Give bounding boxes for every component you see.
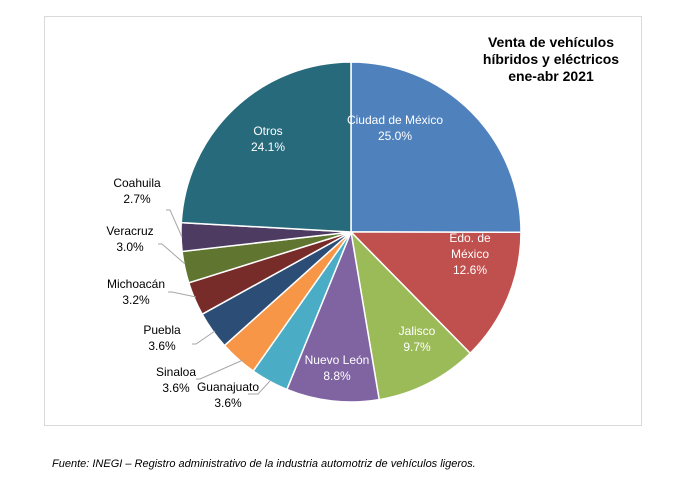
slice-name-label-coahuila: Coahuila [113, 176, 161, 190]
slice-value-label-nuevo-leon: 8.8% [323, 369, 351, 383]
slice-value-label-coahuila: 2.7% [123, 192, 151, 206]
chart-title-line-3: ene-abr 2021 [508, 68, 594, 84]
slice-name-label-veracruz: Veracruz [106, 224, 153, 238]
chart-title: Venta de vehículos híbridos y eléctricos… [470, 34, 632, 85]
slice-value-label-puebla: 3.6% [148, 339, 176, 353]
pie-slice-otros [180, 61, 352, 233]
leader-line-michoacan [168, 291, 197, 298]
slice-name-label-ciudad-de-mexico: Ciudad de México [347, 113, 443, 127]
slice-name-label-michoacan: Michoacán [107, 277, 165, 291]
slice-name-label-sinaloa: Sinaloa [156, 365, 196, 379]
leader-line-guanajuato [248, 380, 271, 395]
slice-value-label-sinaloa: 3.6% [162, 381, 190, 395]
slice-name-label-edo-de-mexico: México [451, 247, 489, 261]
slice-value-label-jalisco: 9.7% [403, 340, 431, 354]
chart-title-line-1: Venta de vehículos [487, 34, 615, 50]
slice-value-label-guanajuato: 3.6% [214, 396, 242, 410]
leader-line-sinaloa [196, 359, 244, 380]
slice-name-label-edo-de-mexico: Edo. de [449, 231, 491, 245]
slice-value-label-michoacan: 3.2% [122, 293, 150, 307]
slice-name-label-jalisco: Jalisco [399, 324, 436, 338]
leader-line-veracruz [158, 243, 186, 265]
pie-slice-edo-de-mexico [349, 231, 522, 355]
slice-value-label-otros: 24.1% [251, 140, 285, 154]
leader-line-puebla [192, 330, 216, 345]
pie-slice-ciudad-de-mexico [350, 61, 522, 234]
pie-slice-jalisco [349, 229, 472, 401]
leader-line-coahuila [166, 209, 183, 238]
slice-value-label-ciudad-de-mexico: 25.0% [378, 129, 412, 143]
slice-name-label-puebla: Puebla [143, 323, 181, 337]
slice-name-label-nuevo-leon: Nuevo León [305, 353, 370, 367]
pie-slice-nuevo-leon [285, 229, 381, 403]
source-note: Fuente: INEGI – Registro administrativo … [52, 458, 476, 470]
slice-value-label-edo-de-mexico: 12.6% [453, 263, 487, 277]
chart-title-line-2: híbridos y eléctricos [482, 51, 620, 67]
slice-value-label-veracruz: 3.0% [116, 240, 144, 254]
slice-name-label-otros: Otros [253, 124, 282, 138]
slice-name-label-guanajuato: Guanajuato [197, 380, 259, 394]
